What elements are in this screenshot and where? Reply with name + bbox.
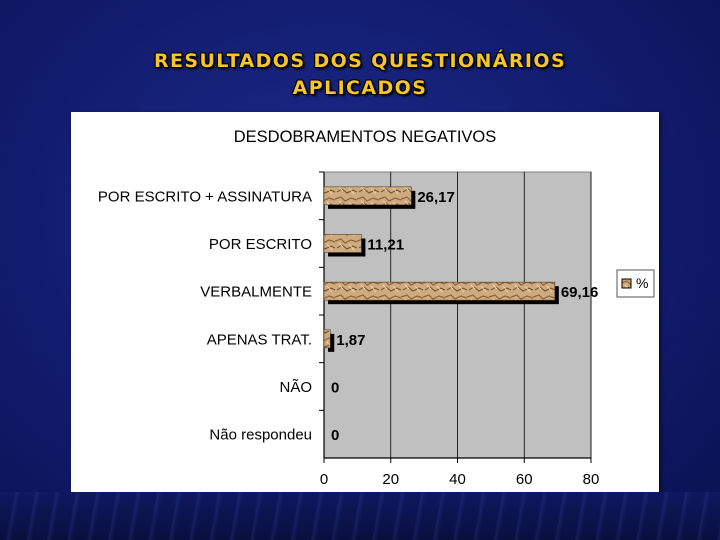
data-label: 1,87 bbox=[336, 332, 365, 349]
legend-swatch bbox=[621, 278, 632, 289]
category-label: POR ESCRITO bbox=[209, 236, 312, 253]
bar bbox=[323, 329, 331, 349]
slide-title: RESULTADOS DOS QUESTIONÁRIOS APLICADOS bbox=[0, 48, 720, 102]
data-label: 11,21 bbox=[367, 237, 404, 254]
category-label: POR ESCRITO + ASSINATURA bbox=[98, 188, 312, 205]
bar bbox=[323, 281, 556, 301]
x-tick-label: 20 bbox=[382, 471, 399, 488]
slide-title-line-2: APLICADOS bbox=[292, 77, 428, 99]
bar-shadow bbox=[328, 333, 335, 352]
bar bbox=[323, 234, 362, 253]
chart-title: DESDOBRAMENTOS NEGATIVOS bbox=[234, 128, 497, 146]
x-tick-label: 80 bbox=[583, 471, 600, 488]
category-label: NÃO bbox=[279, 379, 312, 396]
x-tick-label: 0 bbox=[320, 471, 328, 488]
chart-frame: DESDOBRAMENTOS NEGATIVOS 0 20 40 60 80 POR ESC… bbox=[71, 112, 659, 498]
category-label: VERBALMENTE bbox=[200, 284, 312, 301]
data-label: 26,17 bbox=[417, 189, 455, 206]
data-label: 0 bbox=[331, 380, 339, 397]
slide-title-line-1: RESULTADOS DOS QUESTIONÁRIOS bbox=[153, 50, 567, 72]
bar-chart: DESDOBRAMENTOS NEGATIVOS 0 20 40 60 80 POR ESC… bbox=[98, 128, 655, 488]
bar bbox=[323, 186, 412, 206]
x-tick-label: 40 bbox=[449, 471, 466, 488]
data-label: 0 bbox=[331, 427, 339, 444]
slide-bottom-decoration bbox=[0, 492, 720, 540]
category-label: APENAS TRAT. bbox=[207, 331, 312, 348]
data-label: 69,16 bbox=[561, 284, 599, 301]
legend-label: % bbox=[636, 275, 648, 291]
category-label: Não respondeu bbox=[209, 427, 312, 444]
x-tick-label: 60 bbox=[516, 471, 533, 488]
